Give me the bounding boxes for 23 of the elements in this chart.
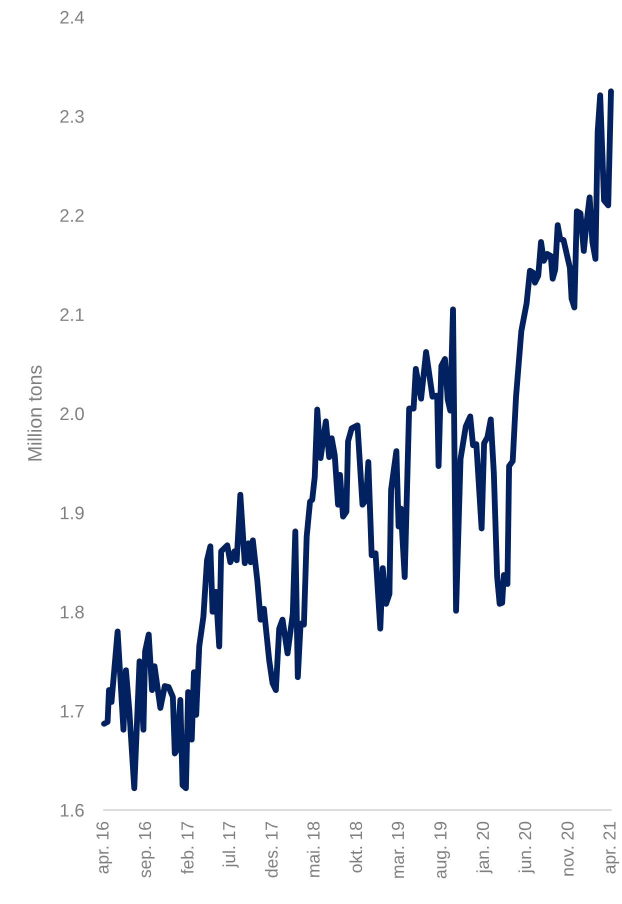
x-tick-label: apr. 21 <box>603 822 620 874</box>
y-tick-label: 2.4 <box>60 10 84 24</box>
y-tick-label: 1.6 <box>60 804 84 817</box>
x-tick-label: des. 17 <box>265 822 278 878</box>
y-tick-label: 1.8 <box>60 606 84 618</box>
x-tick-label: jul. 17 <box>222 822 239 868</box>
x-tick-label: jan. 20 <box>476 822 492 874</box>
y-axis-title: Million tons <box>27 366 42 461</box>
y-tick-label: 2.3 <box>60 110 84 123</box>
x-tick-label: mai. 18 <box>306 822 320 877</box>
x-tick-label: okt. 18 <box>349 822 362 872</box>
x-tick-label: nov. 20 <box>561 822 574 876</box>
y-tick-label: 2.1 <box>60 308 84 321</box>
y-tick-label: 2.0 <box>60 407 84 420</box>
y-tick-label: 1.7 <box>60 704 84 718</box>
x-tick-label: sep. 16 <box>138 822 155 878</box>
y-tick-label: 2.2 <box>60 209 84 222</box>
x-tick-label: feb. 17 <box>180 822 194 874</box>
y-tick-label: 1.9 <box>60 506 84 520</box>
x-tick-label: mar. 19 <box>392 822 404 878</box>
x-tick-label: jun. 20 <box>518 822 535 874</box>
x-tick-label: apr. 16 <box>96 822 112 874</box>
x-tick-label: aug. 19 <box>434 822 450 878</box>
